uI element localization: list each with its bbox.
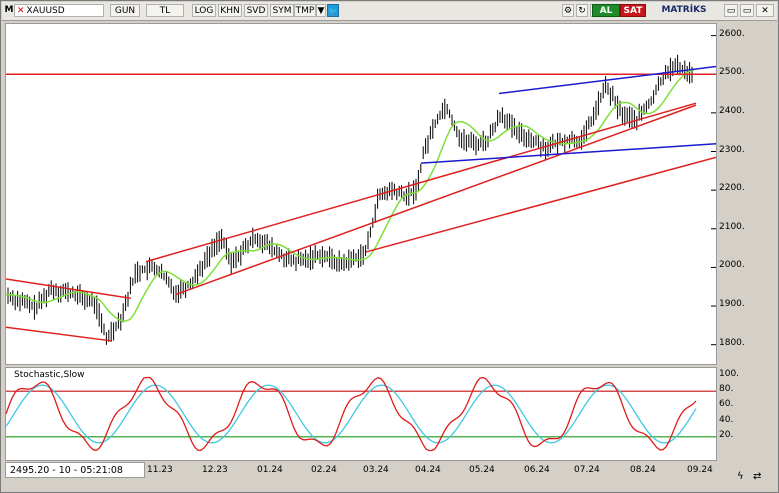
upper-blue-trend-line (498, 65, 716, 95)
period-button[interactable]: GUN (110, 4, 140, 17)
time-axis: 11.23 12.23 01.24 02.24 03.24 04.24 05.24 06.24… (5, 461, 715, 479)
stochastic-tick-label: 20. (719, 429, 734, 440)
stochastic-chart[interactable] (6, 368, 716, 460)
log-button[interactable]: LOG (192, 4, 216, 17)
time-tick-label: 03.24 (363, 465, 389, 475)
mid-rising-channel-line (175, 104, 697, 296)
time-tick-label: 08.24 (630, 465, 656, 475)
time-tick-label: 04.24 (415, 465, 441, 475)
stochastic-tick-label: 60. (719, 399, 734, 410)
indicator-title: Stochastic,Slow (14, 370, 85, 380)
time-tick-label: 06.24 (524, 465, 550, 475)
price-chart[interactable] (6, 24, 716, 364)
price-tick-label: 1900. (719, 299, 745, 310)
brand-label: MATRİKS (661, 5, 707, 15)
time-tick-label: 09.24 (687, 465, 713, 475)
stochastic-tick-label: 80. (719, 384, 734, 395)
price-chart-panel[interactable] (5, 23, 717, 365)
tmp-button[interactable]: TMP (294, 4, 316, 17)
scroll-icon[interactable]: ⇄ (753, 471, 762, 482)
symbol-label: XAUUSD (26, 6, 65, 16)
price-bars (7, 54, 693, 345)
dropdown-icon[interactable]: ▼ (316, 4, 326, 17)
time-tick-label: 11.23 (147, 465, 173, 475)
close-window-icon[interactable]: ✕ (756, 4, 774, 17)
time-tick-label: 12.23 (202, 465, 228, 475)
buy-button[interactable]: AL (592, 4, 620, 17)
price-tick-label: 2200. (719, 183, 745, 194)
refresh-icon[interactable]: ↻ (576, 4, 588, 17)
stochastic-tick-label: 100. (719, 369, 740, 379)
maximize-icon[interactable]: ▭ (740, 4, 754, 17)
lower-channel-line (6, 326, 112, 342)
minimize-icon[interactable]: ▭ (724, 4, 738, 17)
time-tick-label: 05.24 (469, 465, 495, 475)
bolt-icon[interactable]: ϟ (737, 471, 744, 482)
upper-rising-channel-line (145, 102, 697, 263)
time-tick-label: 02.24 (311, 465, 337, 475)
moving-average-line (6, 69, 695, 322)
svd-button[interactable]: SVD (244, 4, 268, 17)
lower-blue-trend-line (420, 143, 716, 164)
time-tick-label: 01.24 (257, 465, 283, 475)
price-tick-label: 2400. (719, 105, 745, 116)
sym-button[interactable]: SYM (270, 4, 294, 17)
stochastic-panel[interactable]: Stochastic,Slow (5, 367, 717, 461)
close-icon[interactable]: ✕ (17, 6, 25, 16)
time-tick-label: 07.24 (574, 465, 600, 475)
price-tick-label: 2300. (719, 144, 745, 155)
stochastic-tick-label: 40. (719, 414, 734, 425)
settings-icon[interactable]: ⚙ (562, 4, 574, 17)
menu-m-button[interactable]: M (4, 5, 14, 15)
stochastic-d-line (6, 384, 697, 444)
price-tick-label: 2000. (719, 260, 745, 271)
price-tick-label: 2600. (719, 28, 745, 39)
price-tick-label: 2500. (719, 67, 745, 78)
symbol-field[interactable]: ✕ XAUUSD (14, 4, 104, 17)
lower-rising-channel-line (365, 156, 716, 253)
sell-button[interactable]: SAT (620, 4, 646, 17)
twitter-icon[interactable]: 🐦 (327, 4, 339, 17)
price-tick-label: 2100. (719, 221, 745, 232)
stochastic-k-line (6, 376, 697, 452)
khn-button[interactable]: KHN (218, 4, 242, 17)
price-tick-label: 1800. (719, 337, 745, 348)
cursor-readout: 2495.20 - 10 - 05:21:08 (5, 462, 145, 478)
upper-channel-line-old (6, 278, 132, 300)
toolbar: M ✕ XAUUSD GUN TL LOG KHN SVD SYM TMP ▼ 🐦… (2, 2, 777, 21)
currency-button[interactable]: TL (146, 4, 184, 17)
